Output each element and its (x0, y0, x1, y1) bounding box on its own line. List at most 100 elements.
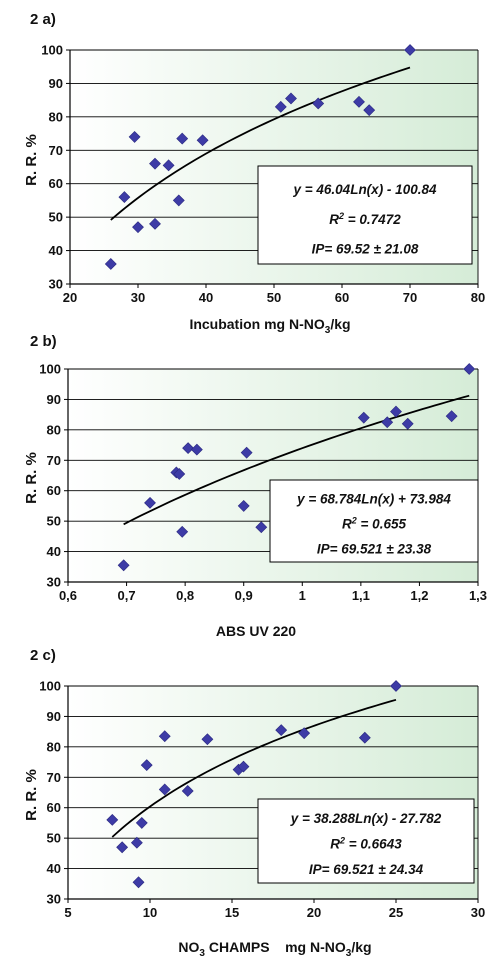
data-point-b (255, 521, 268, 534)
data-point-c (158, 730, 171, 743)
data-point-a (172, 194, 185, 207)
x-tick-label-c: 10 (143, 905, 157, 920)
y-axis-label-c: R. R. % (23, 769, 40, 821)
trendline-c (111, 698, 397, 838)
data-point-c (106, 813, 119, 826)
data-point-c (390, 680, 402, 692)
y-tick-label-c: 60 (47, 800, 61, 815)
y-tick-label-b: 60 (47, 483, 61, 498)
data-point-a (353, 95, 365, 108)
data-point-c (135, 817, 148, 829)
x-tick-label-b: 0,8 (176, 588, 194, 603)
x-tick-label-b: 1,3 (469, 588, 487, 603)
data-point-a (128, 130, 141, 143)
y-tick-label-a: 40 (49, 243, 63, 258)
data-point-a (149, 217, 161, 230)
data-point-a (196, 134, 209, 147)
x-tick-label-c: 5 (64, 905, 71, 920)
y-tick-label-c: 80 (47, 739, 61, 754)
data-point-a (132, 221, 144, 234)
data-point-c (275, 724, 288, 737)
x-axis-label-a: Incubation mg N-NO3/kg (189, 316, 350, 336)
x-tick-label-b: 1 (299, 588, 306, 603)
y-tick-label-c: 40 (47, 861, 61, 876)
data-point-b (190, 443, 203, 456)
y-tick-label-c: 100 (39, 679, 61, 694)
y-axis-label-b: R. R. % (23, 452, 40, 504)
x-tick-label-a: 30 (131, 290, 145, 305)
data-point-a (176, 132, 189, 145)
chart-panel-c: 2 c) R. R. % NO3 CHAMPS mg N-NO3/kg (23, 647, 372, 959)
y-tick-label-c: 70 (47, 770, 61, 785)
y-tick-label-c: 50 (47, 831, 61, 846)
x-tick-label-b: 0,6 (59, 588, 77, 603)
panel-label-c: 2 c) (30, 647, 56, 664)
data-point-b (445, 410, 458, 423)
plot-b: 30 40 50 60 70 80 90 100 0,6 0,7 0,8 0,9 1 1,1 1,2 1,3 y… (39, 362, 487, 604)
y-axis-label-a: R. R. % (23, 134, 40, 186)
x-tick-label-a: 80 (471, 290, 485, 305)
data-point-a (162, 159, 175, 172)
equation-box-c (257, 798, 475, 884)
x-axis-label-c: NO3 CHAMPS mg N-NO3/kg (178, 939, 371, 959)
data-point-c (140, 759, 153, 772)
data-point-b (117, 559, 130, 572)
x-tick-label-b: 1,1 (352, 588, 370, 603)
data-point-b (357, 411, 370, 424)
y-tick-label-b: 70 (47, 453, 61, 468)
x-tick-label-a: 60 (335, 290, 349, 305)
data-point-a (363, 104, 376, 117)
x-tick-label-c: 15 (225, 905, 239, 920)
equation-line-a: y = 46.04Ln(x) - 100.84 (293, 182, 437, 197)
x-tick-label-a: 70 (403, 290, 417, 305)
data-point-b (237, 500, 250, 512)
y-tick-label-c: 90 (47, 709, 61, 724)
y-tick-label-b: 50 (47, 514, 61, 529)
y-tick-label-a: 30 (49, 277, 63, 292)
data-point-b (173, 468, 186, 480)
x-tick-label-a: 20 (63, 290, 77, 305)
chart-panel-a: 2 a) R. R. % Incubation mg N-NO3/kg (23, 11, 351, 336)
data-point-c (237, 760, 250, 773)
ip-value-b: IP= 69.521 ± 23.38 (317, 541, 432, 556)
x-tick-label-b: 1,2 (410, 588, 428, 603)
data-point-c (358, 731, 371, 744)
panel-label-b: 2 b) (30, 333, 57, 350)
data-point-c (201, 733, 214, 746)
y-tick-label-b: 40 (47, 544, 61, 559)
x-tick-label-a: 50 (267, 290, 281, 305)
data-point-c (181, 785, 194, 797)
y-tick-label-b: 80 (47, 422, 61, 437)
equation-box-a (257, 165, 473, 265)
panel-label-a: 2 a) (30, 11, 56, 28)
x-tick-label-b: 0,9 (235, 588, 253, 603)
data-point-a (274, 100, 287, 113)
y-tick-label-b: 30 (47, 575, 61, 590)
x-tick-label-c: 30 (471, 905, 485, 920)
data-point-c (132, 876, 145, 889)
ip-value-c: IP= 69.521 ± 24.34 (309, 862, 424, 877)
x-tick-label-c: 20 (307, 905, 321, 920)
trendline-a (110, 66, 411, 221)
data-point-a (285, 92, 297, 105)
y-tick-label-a: 80 (49, 109, 63, 124)
data-point-b (176, 525, 189, 538)
data-point-b (240, 446, 253, 459)
y-tick-label-a: 70 (49, 143, 63, 158)
y-tick-label-a: 100 (41, 43, 63, 58)
trendline-b (123, 394, 470, 526)
x-tick-label-b: 0,7 (118, 588, 136, 603)
x-tick-label-c: 25 (389, 905, 403, 920)
data-point-c (130, 836, 143, 849)
data-point-a (104, 258, 117, 270)
x-tick-label-a: 40 (199, 290, 213, 305)
x-axis-label-b: ABS UV 220 (216, 623, 296, 639)
r-squared-a: R2 = 0.7472 (329, 211, 401, 227)
y-tick-label-a: 50 (49, 210, 63, 225)
equation-box-b (269, 479, 479, 563)
data-point-b (381, 416, 394, 429)
equation-line-c: y = 38.288Ln(x) - 27.782 (290, 811, 442, 826)
data-point-a (404, 44, 416, 56)
